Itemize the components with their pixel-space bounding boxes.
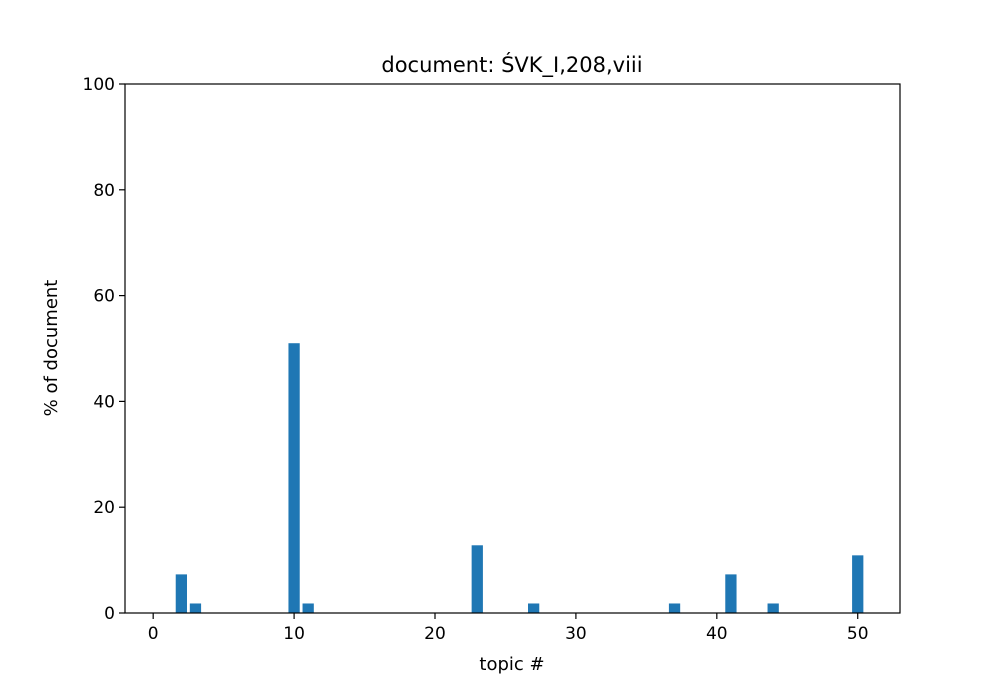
y-tick-label: 80 (93, 181, 115, 201)
y-tick-label: 60 (93, 287, 115, 307)
x-tick-label: 30 (565, 624, 587, 644)
bar-topic-27 (528, 603, 540, 613)
bar-topic-10 (288, 343, 300, 613)
bar-topic-37 (668, 603, 681, 613)
bar-topic-3 (189, 603, 202, 613)
bar-topic-41 (725, 574, 737, 613)
y-tick-label: 0 (104, 604, 115, 624)
x-tick-label: 40 (706, 624, 728, 644)
y-tick-label: 100 (83, 75, 115, 95)
bars-group (175, 343, 864, 613)
chart-title: document: ŚVK_I,208,viii (381, 52, 642, 78)
y-axis-label: % of document (41, 280, 62, 417)
bar-topic-50 (852, 555, 864, 613)
y-tick-label: 20 (93, 498, 115, 518)
bar-topic-44 (767, 603, 779, 613)
bar-topic-23 (471, 545, 483, 613)
y-axis-ticks: 0 20 40 60 80 100 (83, 75, 125, 624)
bar-topic-2 (175, 574, 187, 613)
x-tick-label: 20 (424, 624, 446, 644)
x-tick-label: 0 (148, 624, 159, 644)
x-axis-ticks: 0 10 20 30 40 50 (148, 613, 869, 644)
x-axis-label: topic # (479, 654, 544, 675)
y-tick-label: 40 (93, 392, 115, 412)
x-tick-label: 10 (283, 624, 305, 644)
x-tick-label: 50 (847, 624, 869, 644)
bar-topic-11 (302, 603, 314, 613)
plot-frame (124, 83, 901, 614)
